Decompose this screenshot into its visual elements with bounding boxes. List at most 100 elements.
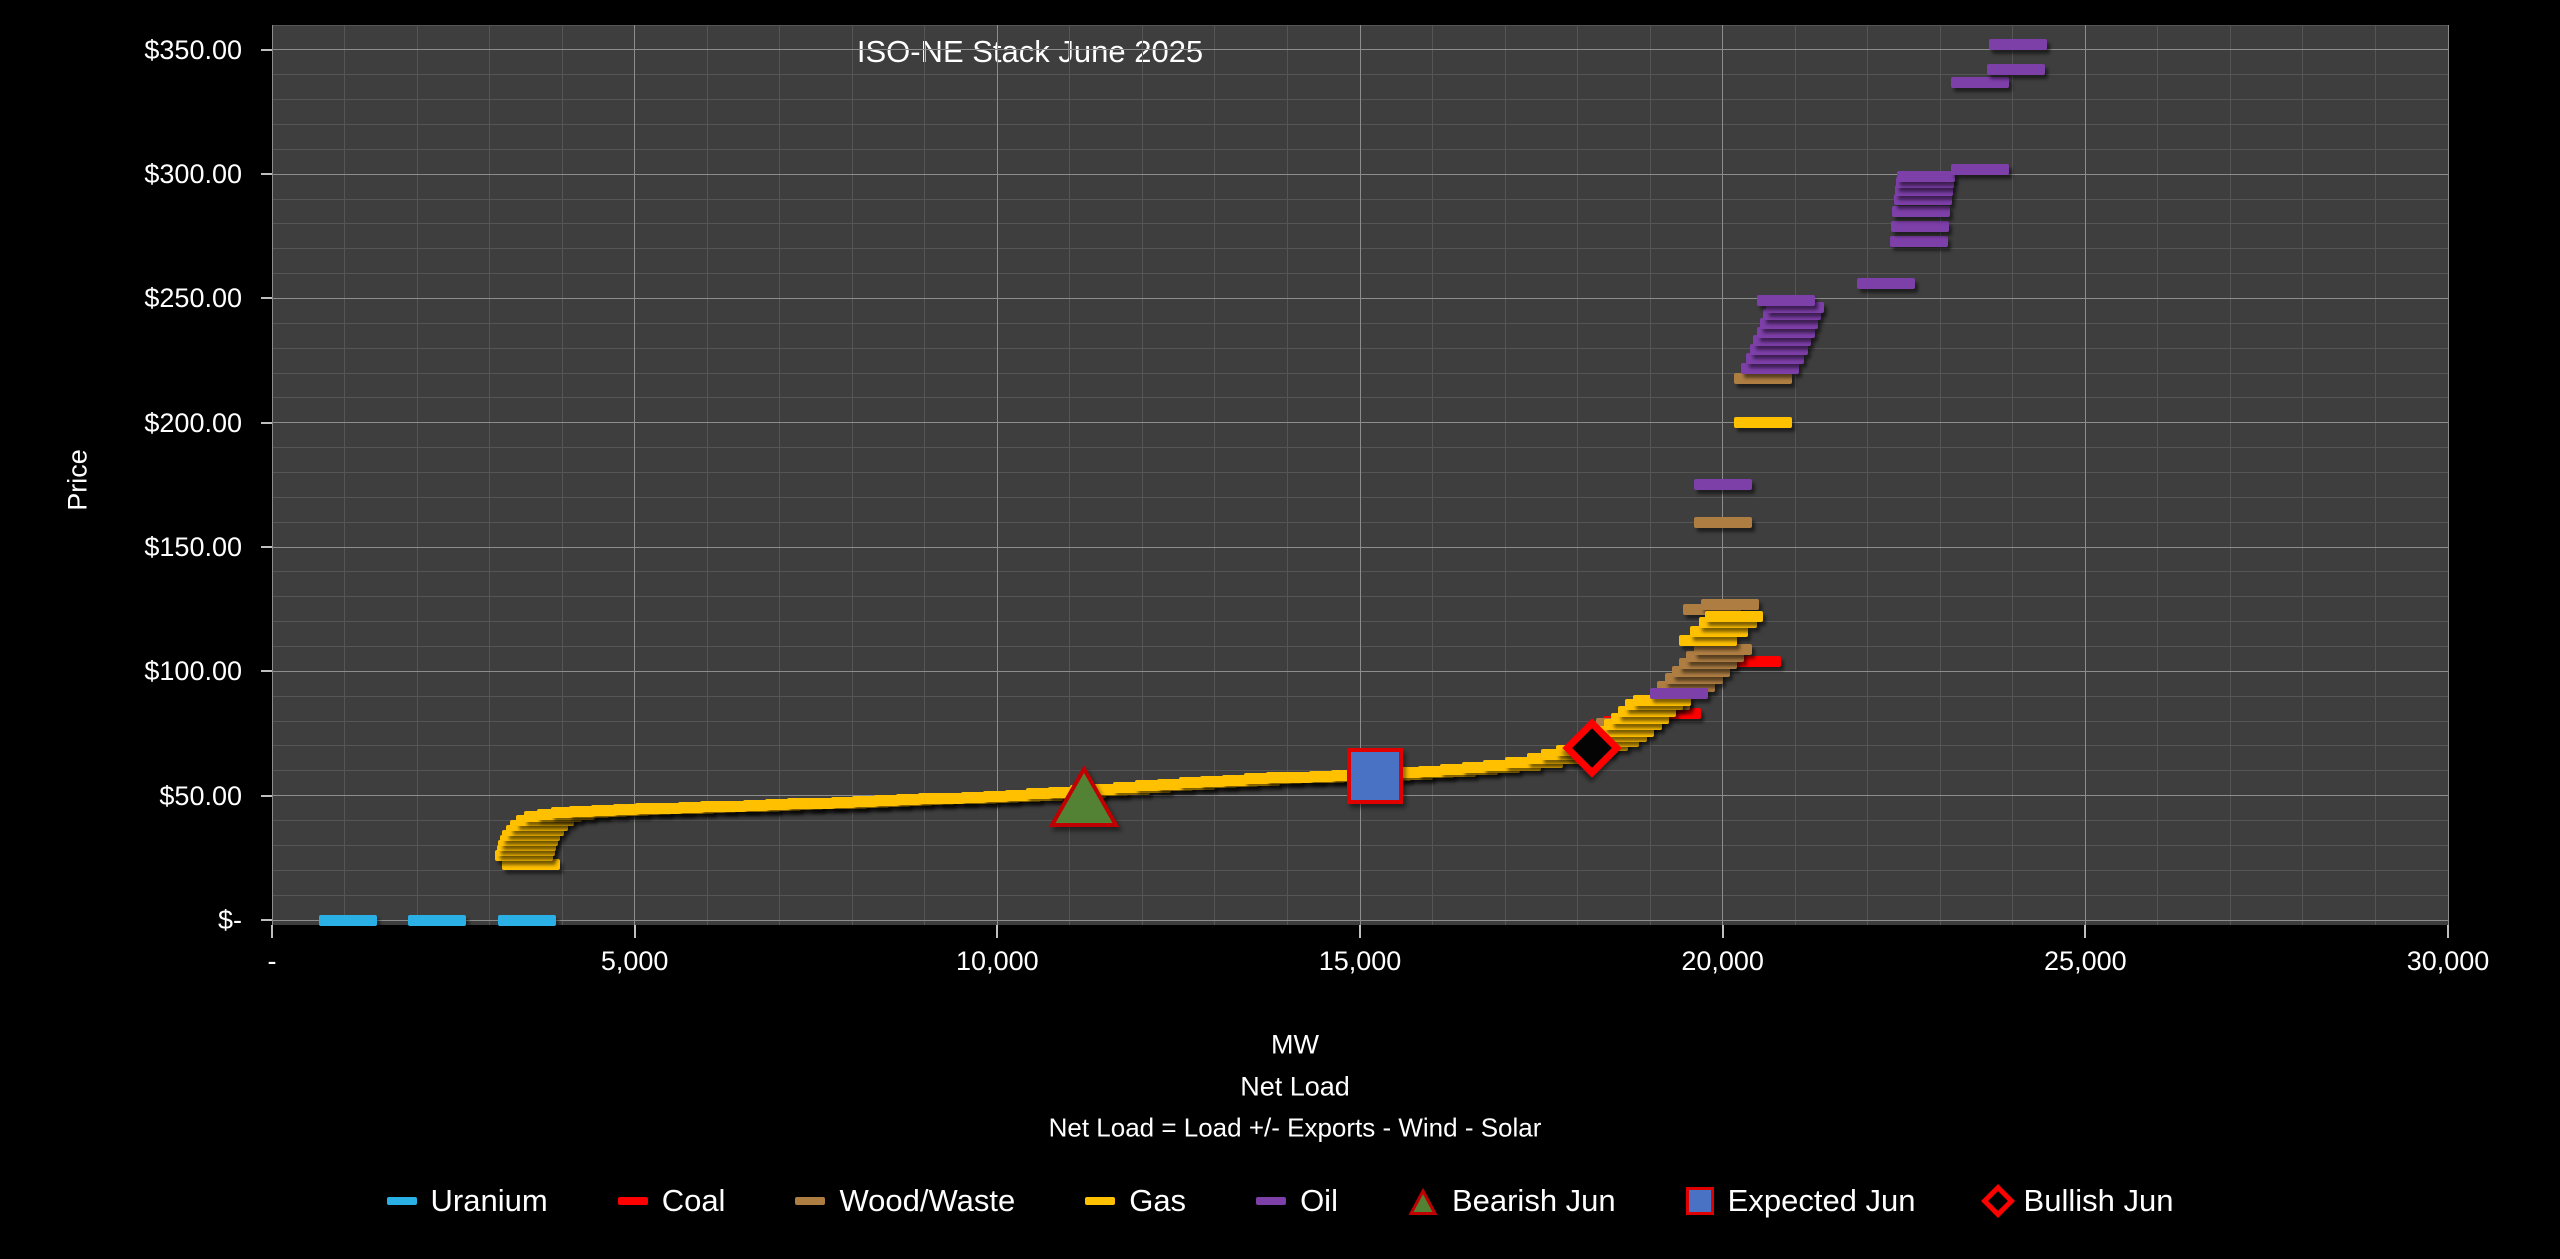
dash-oil — [1892, 205, 1951, 217]
gridline-vertical — [2229, 25, 2231, 925]
gridline-vertical — [1794, 25, 1796, 925]
legend-label-gas: Gas — [1129, 1183, 1187, 1218]
x-axis-tick-label: - — [267, 946, 277, 976]
gridline-vertical — [1649, 25, 1651, 925]
legend-label-bearish-jun: Bearish Jun — [1451, 1183, 1616, 1218]
legend-item-wood-waste: Wood/Waste — [795, 1183, 1015, 1219]
marker-expected-jun — [1346, 747, 1403, 804]
legend-square-icon — [1685, 1187, 1714, 1215]
gridline-vertical — [1286, 25, 1288, 925]
gridline-vertical — [1432, 25, 1434, 925]
dash-gas — [1699, 617, 1758, 629]
x-axis-tick — [271, 925, 273, 938]
dash-oil — [1749, 343, 1808, 355]
dash-oil — [1753, 335, 1812, 347]
gridline-vertical — [1141, 25, 1143, 925]
gridline-vertical — [2157, 25, 2159, 925]
x-axis-tick — [2084, 925, 2087, 938]
dash-gas — [1603, 719, 1662, 731]
x-axis-tick-label: 5,000 — [600, 946, 669, 976]
dash-oil — [1895, 184, 1954, 196]
legend-label-coal: Coal — [661, 1183, 726, 1218]
x-axis-tick-label: 15,000 — [1318, 946, 1402, 976]
legend-label-wood-waste: Wood/Waste — [839, 1183, 1016, 1218]
dash-wood-waste — [1700, 598, 1759, 610]
dash-oil — [1650, 688, 1709, 700]
y-axis-tick — [261, 421, 272, 424]
dash-wood-waste — [1686, 650, 1745, 662]
dash-oil — [1693, 479, 1752, 491]
x-axis-title-mw: MW — [1271, 1029, 1319, 1060]
dash-oil — [1951, 163, 2010, 175]
dash-wood-waste — [1693, 643, 1752, 655]
dash-gas — [1610, 713, 1669, 725]
gridline-vertical — [2012, 25, 2014, 925]
legend-label-expected-jun: Expected Jun — [1727, 1183, 1916, 1218]
x-axis-tick — [2447, 925, 2449, 938]
gridline-vertical — [1939, 25, 1941, 925]
x-axis-tick-label: 10,000 — [956, 946, 1039, 976]
y-axis-tick-label: $100.00 — [144, 656, 242, 687]
dash-oil — [1896, 171, 1955, 183]
gridline-vertical-major — [1359, 25, 1361, 925]
legend-item-expected-jun: Expected Jun — [1685, 1183, 1916, 1219]
dash-uranium — [408, 914, 467, 926]
dash-oil — [1988, 39, 2047, 51]
y-axis-tick-label: $150.00 — [144, 532, 242, 563]
dash-oil — [1893, 193, 1952, 205]
dash-gas — [1596, 725, 1655, 737]
dash-wood-waste — [1693, 516, 1752, 528]
chart-title: ISO-NE Stack June 2025 — [856, 34, 1204, 69]
y-axis-tick-label: $250.00 — [144, 283, 242, 314]
dash-oil — [1951, 76, 2010, 88]
chart-legend: Uranium Coal Wood/Waste Gas Oil Bearish Jun Ex… — [0, 1178, 2560, 1224]
x-axis-title-netload: Net Load — [1240, 1071, 1350, 1102]
x-axis-tick — [1359, 925, 1361, 938]
y-axis-title: Price — [62, 449, 93, 511]
legend-label-oil: Oil — [1300, 1183, 1338, 1218]
gridline-horizontal-major — [272, 919, 2448, 921]
legend-item-bullish-jun: Bullish Jun — [1980, 1183, 2174, 1219]
y-axis-tick-label: $50.00 — [159, 780, 242, 811]
gridline-vertical — [1504, 25, 1506, 925]
gridline-vertical — [779, 25, 781, 925]
legend-dash-icon-oil — [1256, 1197, 1287, 1205]
dash-oil — [1890, 220, 1949, 232]
gridline-vertical — [2374, 25, 2376, 925]
x-axis-title-formula: Net Load = Load +/- Exports - Wind - Sol… — [1048, 1112, 1542, 1143]
gridline-vertical — [561, 25, 563, 925]
dash-oil — [1896, 177, 1955, 189]
gridline-vertical — [1577, 25, 1579, 925]
dash-wood-waste — [1657, 680, 1716, 692]
gridline-vertical-major — [2084, 25, 2086, 925]
dash-coal — [1722, 655, 1781, 667]
y-axis-tick-label: $- — [217, 905, 242, 936]
dash-gas — [1679, 634, 1738, 646]
y-axis-tick-label: $200.00 — [144, 407, 242, 438]
gridline-vertical — [344, 25, 346, 925]
x-axis-tick-label: 25,000 — [2044, 946, 2127, 976]
y-axis-tick-label: $350.00 — [144, 34, 242, 65]
x-axis-tick-label: 20,000 — [1681, 946, 1764, 976]
y-axis-tick — [261, 546, 272, 549]
legend-label-uranium: Uranium — [430, 1183, 548, 1218]
gridline-vertical-major — [271, 25, 273, 925]
dash-oil — [1760, 317, 1819, 329]
legend-label-bullish-jun: Bullish Jun — [2023, 1183, 2174, 1218]
dash-wood-waste — [1664, 673, 1723, 685]
legend-item-gas: Gas — [1085, 1183, 1186, 1219]
dash-gas — [1733, 417, 1792, 429]
dash-gas — [1704, 611, 1763, 623]
dash-oil — [1856, 278, 1915, 290]
gridline-vertical — [416, 25, 418, 925]
dash-oil — [1757, 295, 1816, 307]
gridline-vertical — [489, 25, 491, 925]
x-axis-tick-label: 30,000 — [2406, 946, 2490, 976]
x-axis-tick — [996, 925, 999, 938]
legend-dash-icon-uranium — [386, 1197, 417, 1205]
dash-wood-waste — [1679, 658, 1738, 670]
gridline-vertical-major — [996, 25, 998, 925]
legend-dash-icon-gas — [1085, 1197, 1116, 1205]
dash-oil — [1987, 64, 2046, 76]
dash-oil — [1889, 235, 1948, 247]
